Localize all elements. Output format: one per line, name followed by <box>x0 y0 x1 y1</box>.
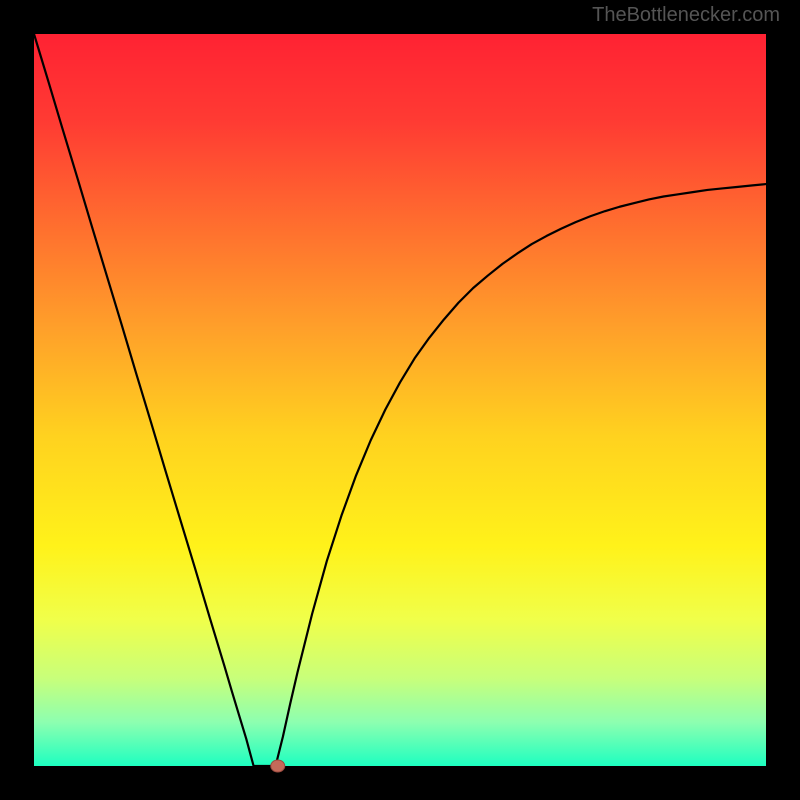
minimum-marker <box>271 760 285 772</box>
watermark-text: TheBottlenecker.com <box>592 4 780 27</box>
chart-canvas: TheBottlenecker.com <box>0 0 800 800</box>
bottleneck-chart-svg <box>0 0 800 800</box>
